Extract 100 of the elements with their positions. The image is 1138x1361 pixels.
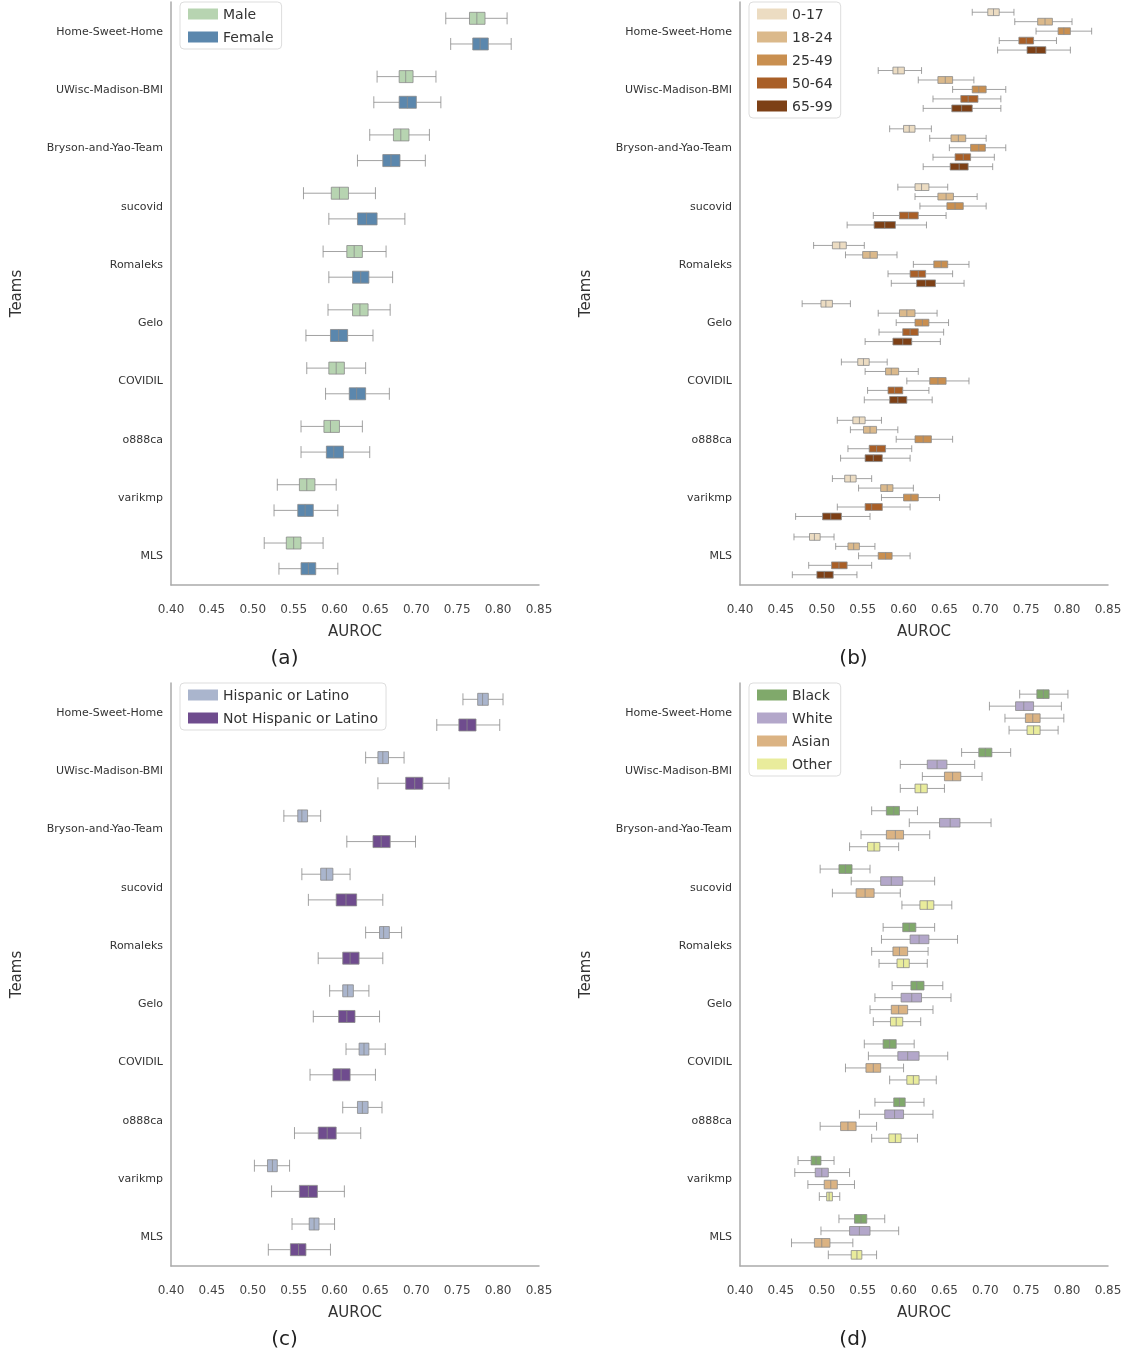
- legend-label: Female: [223, 29, 274, 45]
- y-axis-title: Teams: [575, 950, 594, 999]
- x-tick-label: 0.85: [1094, 602, 1122, 616]
- x-tick-label: 0.40: [726, 1282, 754, 1297]
- y-tick-label: Bryson-and-Yao-Team: [615, 141, 732, 155]
- legend-label: White: [792, 709, 833, 726]
- y-tick-label: MLS: [709, 1229, 733, 1243]
- y-axis-title: Teams: [575, 269, 594, 319]
- y-tick-label: Romaleks: [678, 257, 733, 271]
- x-tick-label: 0.85: [525, 602, 553, 616]
- y-tick-label: varikmp: [118, 491, 164, 505]
- x-tick-label: 0.70: [402, 602, 430, 616]
- y-tick-label: o888ca: [122, 432, 163, 446]
- y-tick-label: Home-Sweet-Home: [625, 24, 733, 38]
- y-tick-label: Bryson-and-Yao-Team: [46, 141, 163, 155]
- y-tick-label: Romaleks: [109, 257, 164, 271]
- x-tick-label: 0.65: [931, 602, 958, 616]
- x-tick-label: 0.70: [971, 1282, 999, 1297]
- text: (b): [839, 644, 868, 669]
- x-tick-label: 0.50: [239, 602, 267, 616]
- x-tick-label: 0.60: [890, 602, 917, 616]
- legend-label: Hispanic or Latino: [223, 686, 350, 703]
- x-tick-label: 0.50: [239, 1282, 267, 1297]
- x-axis-title: AUROC: [328, 621, 382, 640]
- y-tick-label: UWisc-Madison-BMI: [624, 82, 732, 96]
- y-tick-label: varikmp: [118, 1171, 164, 1185]
- x-tick-label: 0.70: [971, 602, 999, 616]
- x-tick-label: 0.80: [484, 1282, 512, 1297]
- y-tick-label: Romaleks: [109, 938, 164, 952]
- x-tick-label: 0.55: [849, 1282, 877, 1297]
- x-tick-label: 0.60: [321, 1282, 348, 1297]
- y-tick-label: Gelo: [706, 996, 733, 1010]
- x-tick-label: 0.75: [1012, 602, 1040, 616]
- y-tick-label: Home-Sweet-Home: [56, 705, 164, 719]
- legend-label: Male: [223, 6, 257, 22]
- x-tick-label: 0.55: [280, 602, 308, 616]
- y-tick-label: UWisc-Madison-BMI: [55, 763, 163, 777]
- text: (d): [839, 1325, 868, 1349]
- legend-label: Asian: [792, 732, 831, 749]
- y-tick-label: MLS: [140, 549, 164, 563]
- y-tick-label: Bryson-and-Yao-Team: [615, 821, 732, 835]
- x-tick-label: 0.40: [157, 602, 185, 616]
- y-tick-label: COVIDIL: [687, 374, 733, 388]
- x-tick-label: 0.55: [280, 1282, 308, 1297]
- y-tick-label: o888ca: [691, 1113, 732, 1127]
- x-tick-label: 0.75: [1012, 1282, 1040, 1297]
- x-tick-label: 0.45: [198, 1282, 226, 1297]
- x-tick-label: 0.40: [157, 1282, 185, 1297]
- y-tick-label: Home-Sweet-Home: [625, 705, 733, 719]
- legend-label: 65-99: [792, 98, 833, 114]
- x-tick-label: 0.85: [1094, 1282, 1122, 1297]
- legend-label: 18-24: [792, 29, 833, 45]
- y-tick-label: varikmp: [687, 491, 733, 505]
- y-tick-label: varikmp: [687, 1171, 733, 1185]
- y-tick-label: o888ca: [122, 1113, 163, 1127]
- x-tick-label: 0.50: [808, 602, 836, 616]
- y-tick-label: Home-Sweet-Home: [56, 24, 164, 38]
- y-tick-label: Gelo: [706, 316, 733, 330]
- x-tick-label: 0.85: [525, 1282, 553, 1297]
- y-tick-label: Gelo: [137, 996, 164, 1010]
- y-tick-label: sucovid: [120, 199, 163, 213]
- y-tick-label: MLS: [140, 1229, 164, 1243]
- x-tick-label: 0.65: [362, 1282, 389, 1297]
- y-axis-title: Teams: [6, 950, 25, 999]
- y-axis-title: Teams: [6, 269, 25, 319]
- x-tick-label: 0.45: [767, 602, 795, 616]
- x-tick-label: 0.45: [767, 1282, 795, 1297]
- legend-label: Other: [792, 755, 832, 772]
- y-tick-label: Romaleks: [678, 938, 733, 952]
- y-tick-label: Bryson-and-Yao-Team: [46, 821, 163, 835]
- y-tick-label: Gelo: [137, 316, 164, 330]
- text: (a): [270, 644, 299, 669]
- x-axis-title: AUROC: [328, 1302, 382, 1320]
- legend-label: 0-17: [792, 6, 824, 22]
- legend-label: 25-49: [792, 52, 833, 68]
- y-tick-label: sucovid: [689, 880, 732, 894]
- legend-label: 50-64: [792, 75, 833, 91]
- y-tick-label: UWisc-Madison-BMI: [55, 82, 163, 96]
- y-tick-label: o888ca: [691, 432, 732, 446]
- x-tick-label: 0.80: [484, 602, 512, 616]
- x-axis-title: AUROC: [897, 1302, 951, 1320]
- y-tick-label: MLS: [709, 549, 733, 563]
- x-tick-label: 0.40: [726, 602, 754, 616]
- y-tick-label: COVIDIL: [118, 374, 164, 388]
- x-tick-label: 0.45: [198, 602, 226, 616]
- text: (c): [271, 1325, 298, 1349]
- y-tick-label: UWisc-Madison-BMI: [624, 763, 732, 777]
- x-tick-label: 0.60: [890, 1282, 917, 1297]
- x-tick-label: 0.80: [1053, 1282, 1081, 1297]
- y-tick-label: sucovid: [120, 880, 163, 894]
- x-tick-label: 0.65: [362, 602, 389, 616]
- legend-label: Not Hispanic or Latino: [223, 709, 379, 726]
- legend-label: Black: [792, 686, 831, 703]
- x-tick-label: 0.75: [443, 602, 471, 616]
- y-tick-label: sucovid: [689, 199, 732, 213]
- y-tick-label: COVIDIL: [118, 1054, 164, 1068]
- x-tick-label: 0.70: [402, 1282, 430, 1297]
- x-tick-label: 0.60: [321, 602, 348, 616]
- x-tick-label: 0.65: [931, 1282, 958, 1297]
- x-tick-label: 0.50: [808, 1282, 836, 1297]
